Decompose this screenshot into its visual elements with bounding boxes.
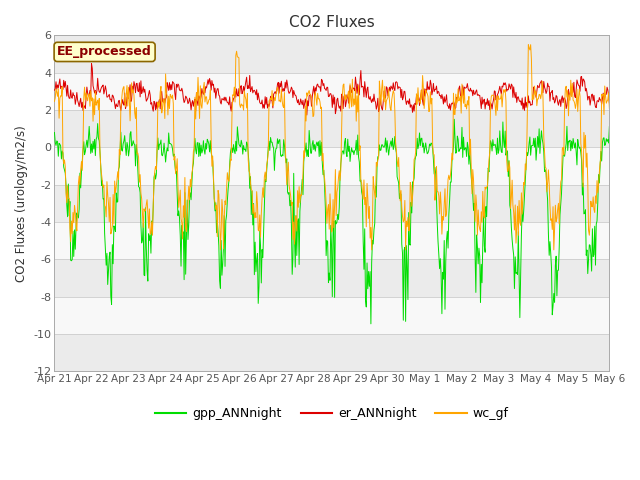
Bar [54, 222, 609, 259]
Bar [54, 147, 609, 185]
Title: CO2 Fluxes: CO2 Fluxes [289, 15, 375, 30]
Bar [54, 297, 609, 334]
Bar [54, 185, 609, 222]
Bar [54, 36, 609, 72]
Bar [54, 259, 609, 297]
Bar [54, 110, 609, 147]
Text: EE_processed: EE_processed [57, 46, 152, 59]
Y-axis label: CO2 Fluxes (urology/m2/s): CO2 Fluxes (urology/m2/s) [15, 125, 28, 282]
Bar [54, 72, 609, 110]
Bar [54, 334, 609, 371]
Legend: gpp_ANNnight, er_ANNnight, wc_gf: gpp_ANNnight, er_ANNnight, wc_gf [150, 402, 514, 425]
